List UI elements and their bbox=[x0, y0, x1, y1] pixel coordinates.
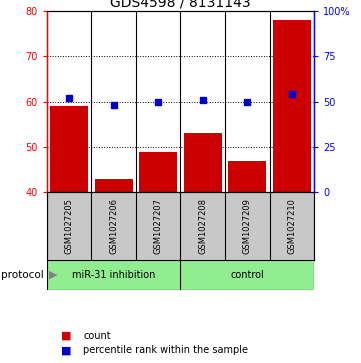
Text: GSM1027208: GSM1027208 bbox=[198, 198, 207, 254]
Text: GSM1027210: GSM1027210 bbox=[287, 198, 296, 254]
Text: count: count bbox=[83, 331, 111, 341]
Bar bbox=[95, 179, 132, 192]
Bar bbox=[139, 152, 177, 192]
Text: control: control bbox=[230, 270, 264, 280]
Title: GDS4598 / 8131143: GDS4598 / 8131143 bbox=[110, 0, 251, 10]
Text: percentile rank within the sample: percentile rank within the sample bbox=[83, 345, 248, 355]
Text: GSM1027205: GSM1027205 bbox=[65, 198, 74, 254]
Text: ■: ■ bbox=[61, 345, 72, 355]
Bar bbox=[184, 133, 222, 192]
Text: GSM1027209: GSM1027209 bbox=[243, 198, 252, 254]
Text: ■: ■ bbox=[61, 331, 72, 341]
Bar bbox=[273, 20, 311, 192]
Text: protocol: protocol bbox=[1, 270, 43, 280]
Text: ▶: ▶ bbox=[49, 270, 57, 280]
Bar bbox=[50, 106, 88, 192]
Bar bbox=[180, 260, 314, 290]
Bar bbox=[229, 160, 266, 192]
Text: GSM1027206: GSM1027206 bbox=[109, 198, 118, 254]
Bar bbox=[47, 260, 180, 290]
Text: GSM1027207: GSM1027207 bbox=[154, 198, 163, 254]
Text: miR-31 inhibition: miR-31 inhibition bbox=[72, 270, 155, 280]
